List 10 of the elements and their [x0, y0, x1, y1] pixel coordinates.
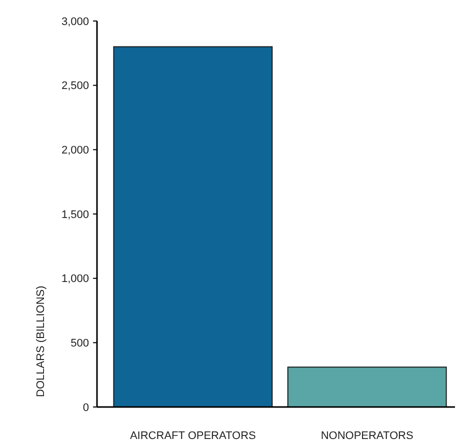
y-axis-title: DOLLARS (BILLIONS) — [35, 286, 47, 397]
y-tick-label: 1,500 — [61, 208, 89, 221]
y-tick-label: 1,000 — [61, 273, 89, 286]
y-tick-label: 2,500 — [61, 80, 89, 92]
x-tick-label: NONOPERATORS — [320, 430, 414, 442]
y-tick-label: 2,000 — [61, 144, 89, 157]
x-tick-label: AIRCRAFT OPERATORS — [130, 430, 256, 442]
y-tick-label: 500 — [70, 338, 89, 350]
y-tick-label: 0 — [82, 402, 89, 414]
y-tick-label: 3,000 — [61, 16, 89, 28]
